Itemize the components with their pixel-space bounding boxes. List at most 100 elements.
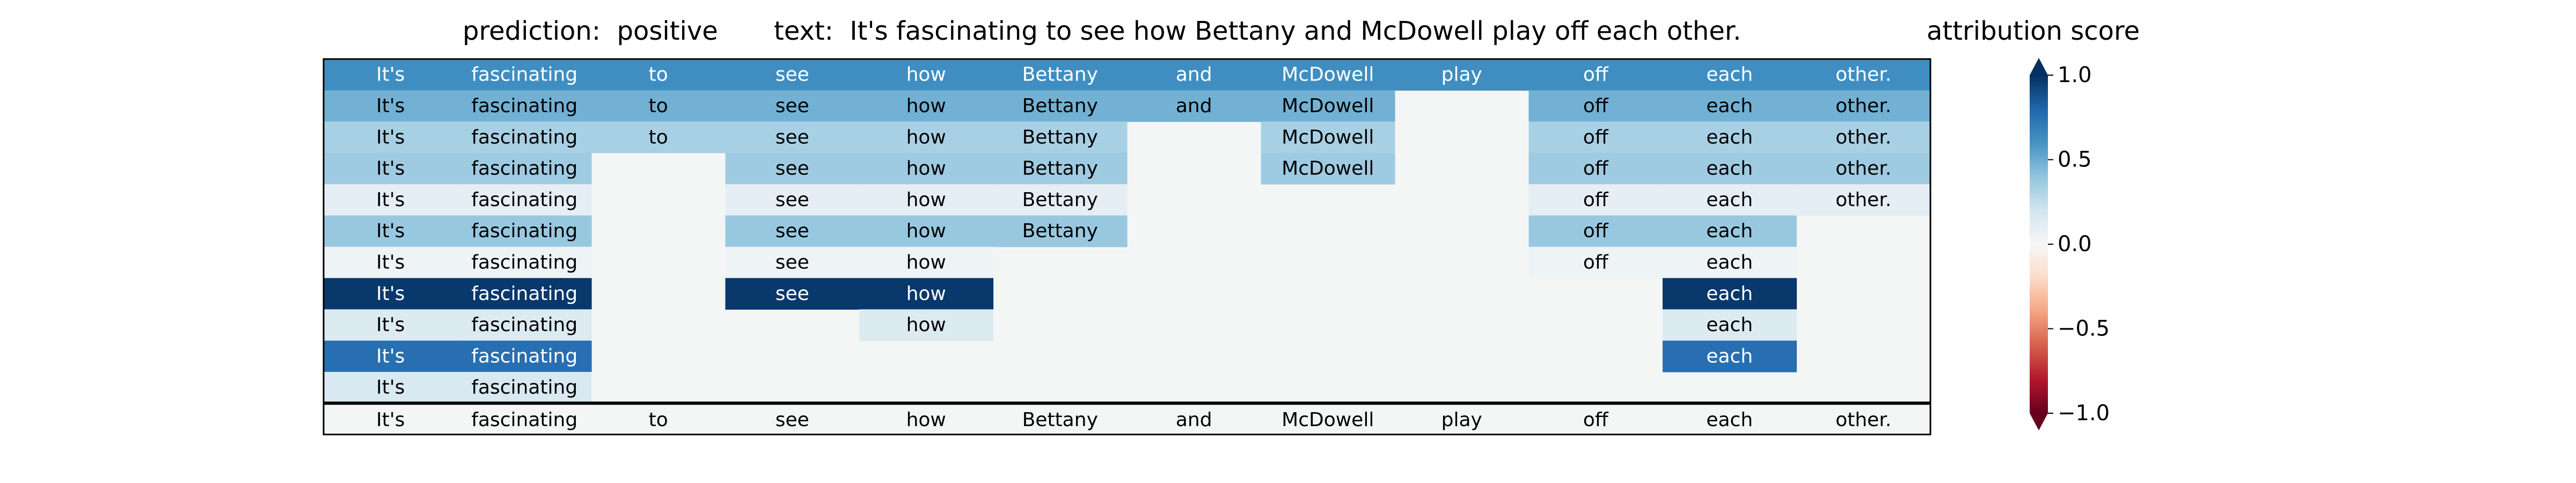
heatmap-cell [457, 121, 592, 153]
heatmap-cell [457, 278, 592, 310]
heatmap-cell [1663, 184, 1797, 216]
token-label: McDowell [1282, 95, 1374, 117]
heatmap-cell [859, 90, 994, 122]
heatmap-cell [1528, 90, 1663, 122]
heatmap-cell [457, 340, 592, 372]
heatmap-row: It's fascinating [324, 372, 592, 404]
heatmap-cell [1796, 152, 1931, 185]
token-label: see [775, 64, 809, 86]
token-label: how [906, 64, 946, 86]
heatmap-cell [859, 246, 994, 279]
heatmap-row: It's fascinating see how Bettany off each other… [324, 184, 1931, 216]
token-label: each [1706, 64, 1753, 86]
token-label: fascinating [471, 283, 577, 305]
heatmap-cell [1261, 90, 1395, 122]
colorbar: 1.0 0.5 0.0 −0.5 −1.0 [2030, 58, 2110, 430]
token-label: Bettany [1022, 95, 1098, 117]
heatmap-cell [993, 59, 1128, 91]
heatmap-cell [324, 340, 458, 372]
token-label: It's [376, 314, 405, 336]
token-label: fascinating [471, 158, 577, 180]
heatmap-cell [859, 309, 994, 341]
token-label: McDowell [1282, 158, 1374, 180]
prediction-value: positive [617, 16, 718, 46]
token-label: fascinating [471, 95, 577, 117]
heatmap-row: It's fascinating how each [324, 309, 1797, 341]
heatmap-cell [591, 59, 726, 91]
heatmap-cell [324, 278, 458, 310]
token-label: off [1583, 189, 1609, 211]
token-label: each [1706, 345, 1753, 367]
heatmap-cell [457, 184, 592, 216]
heatmap-cell [324, 372, 458, 404]
token-label: Bettany [1022, 126, 1098, 148]
heatmap-cell [324, 309, 458, 341]
token-label: each [1706, 220, 1753, 242]
token-label: It's [376, 377, 405, 399]
heatmap-cell [725, 121, 860, 153]
token-label: fascinating [471, 314, 577, 336]
colorbar-gradient [2030, 75, 2048, 413]
token-label: see [775, 220, 809, 242]
token-label: fascinating [471, 251, 577, 273]
token-label: It's [376, 64, 405, 86]
token-label: how [906, 220, 946, 242]
text-value: It's fascinating to see how Bettany and … [850, 16, 1741, 46]
heatmap-cell [457, 59, 592, 91]
heatmap-cell [725, 278, 860, 310]
heatmap-row: It's fascinating see how Bettany McDowell off e… [324, 152, 1931, 185]
token-label: fascinating [471, 377, 577, 399]
heatmap-cell [1663, 121, 1797, 153]
colorbar-tick-label: 0.0 [2058, 232, 2092, 257]
token-label: see [775, 251, 809, 273]
token-label: fascinating [471, 64, 577, 86]
heatmap-cell [1796, 59, 1931, 91]
heatmap-cell [1127, 90, 1262, 122]
baseline-token: McDowell [1282, 409, 1374, 431]
heatmap-cell [1261, 152, 1395, 185]
colorbar-title: attribution score [1927, 16, 2140, 46]
heatmap-cell [1663, 90, 1797, 122]
token-label: off [1583, 251, 1609, 273]
heatmap-cell [993, 152, 1128, 185]
heatmap-cell [1528, 121, 1663, 153]
token-label: fascinating [471, 220, 577, 242]
token-label: how [906, 126, 946, 148]
token-label: see [775, 283, 809, 305]
token-label: other. [1835, 95, 1891, 117]
token-label: how [906, 283, 946, 305]
token-label: It's [376, 158, 405, 180]
token-label: It's [376, 189, 405, 211]
token-label: other. [1835, 158, 1891, 180]
heatmap-cell [993, 215, 1128, 247]
token-label: off [1583, 95, 1609, 117]
token-label: each [1706, 189, 1753, 211]
heatmap-cell [859, 121, 994, 153]
heatmap-row: It's fascinating to see how Bettany McDowell of… [324, 121, 1931, 153]
baseline-token: see [775, 409, 809, 431]
heatmap-cell [1663, 340, 1797, 372]
heatmap-cell [457, 90, 592, 122]
token-label: how [906, 158, 946, 180]
heatmap-cell [457, 309, 592, 341]
text-title: text: It's fascinating to see how Bettan… [774, 16, 1741, 46]
token-label: each [1706, 314, 1753, 336]
baseline-token: each [1706, 409, 1753, 431]
token-label: Bettany [1022, 189, 1098, 211]
token-label: It's [376, 220, 405, 242]
heatmap-cell [1528, 184, 1663, 216]
token-label: It's [376, 283, 405, 305]
heatmap-cell [324, 121, 458, 153]
heatmap-cell [591, 121, 726, 153]
token-label: see [775, 158, 809, 180]
heatmap-cell [591, 90, 726, 122]
heatmap-cell [993, 121, 1128, 153]
token-label: Bettany [1022, 158, 1098, 180]
heatmap-cell [993, 184, 1128, 216]
heatmap-cell [1663, 59, 1797, 91]
token-label: It's [376, 95, 405, 117]
text-label: text: [774, 16, 833, 46]
token-label: fascinating [471, 345, 577, 367]
token-label: to [649, 126, 668, 148]
heatmap-row: It's fascinating each [324, 340, 1797, 372]
